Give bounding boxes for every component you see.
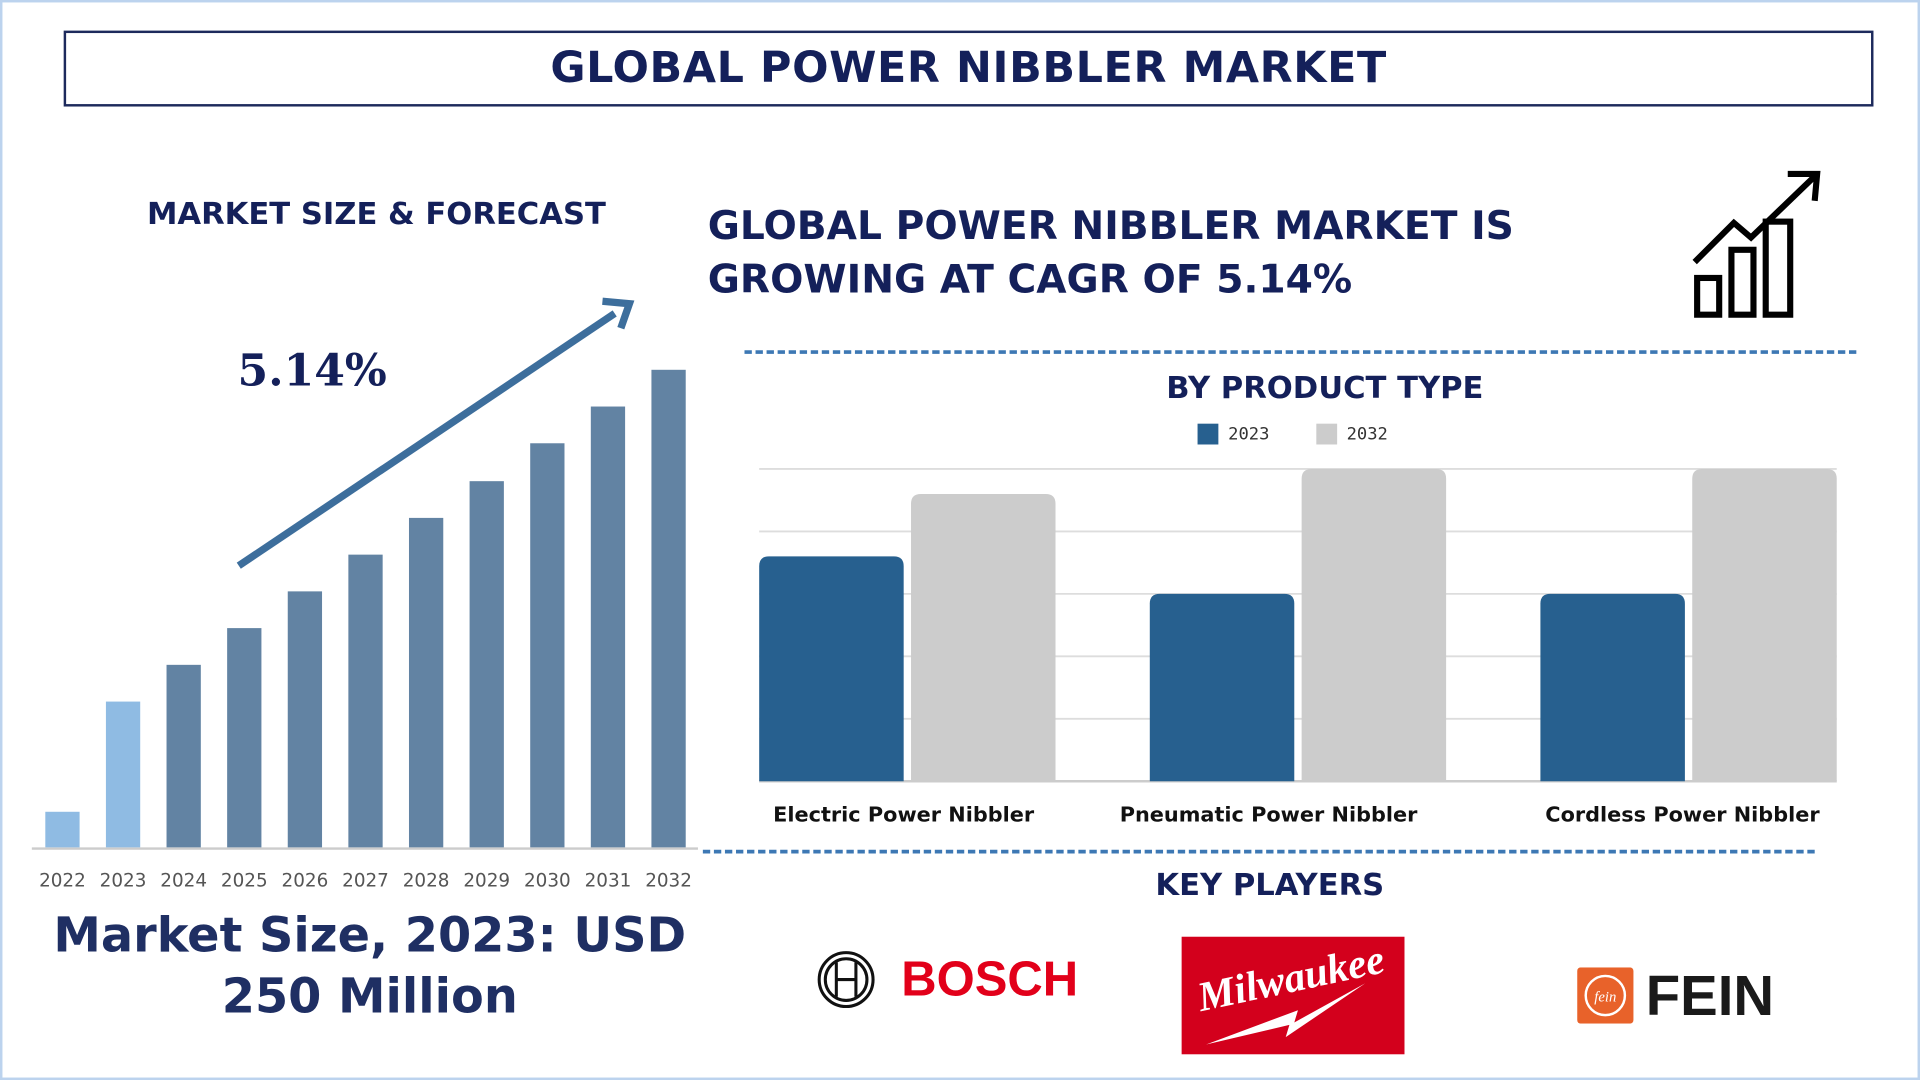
market-size-line1: Market Size, 2023: USD [53, 908, 687, 964]
market-size-heading: MARKET SIZE & FORECAST [146, 195, 606, 232]
legend-label-2032: 2032 [1346, 424, 1388, 444]
cagr-label: 5.14% [237, 345, 387, 397]
milwaukee-logo: Milwaukee [1181, 936, 1405, 1055]
bar-2023-2 [1540, 593, 1685, 782]
bar-2028 [408, 517, 444, 848]
fein-emblem-icon: fein [1577, 967, 1634, 1024]
headline: GLOBAL POWER NIBBLER MARKET IS GROWING A… [708, 198, 1514, 306]
divider-bottom [702, 849, 1815, 854]
legend-swatch-2023 [1197, 423, 1219, 445]
x-tick-2027: 2027 [342, 871, 389, 892]
bosch-wordmark: BOSCH [901, 952, 1079, 1006]
bar-2032-2 [1692, 468, 1837, 782]
x-tick-2022: 2022 [39, 871, 86, 892]
bar-2032-0 [911, 493, 1056, 782]
growth-arrow-line [236, 310, 617, 569]
growth-chart-icon [1692, 170, 1821, 318]
product-chart-title: BY PRODUCT TYPE [1166, 369, 1484, 406]
x-tick-2025: 2025 [221, 871, 268, 892]
bar-2022 [45, 811, 80, 848]
bar-2032 [651, 369, 686, 848]
growth-arrow-head [602, 297, 635, 330]
product-chart-legend: 2023 2032 [1197, 423, 1388, 445]
bar-2030 [530, 443, 565, 848]
headline-line2: GROWING AT CAGR OF 5.14% [707, 255, 1353, 303]
x-tick-2028: 2028 [403, 871, 450, 892]
legend-swatch-2032 [1315, 423, 1337, 445]
x-tick-2030: 2030 [524, 871, 571, 892]
legend-label-2023: 2023 [1228, 424, 1270, 444]
lightning-bolt-icon [1206, 983, 1366, 1045]
bar-2027 [348, 554, 383, 848]
x-tick-2023: 2023 [100, 871, 147, 892]
x-tick-2026: 2026 [282, 871, 329, 892]
category-label-pneumatic: Pneumatic Power Nibbler [1119, 803, 1418, 828]
market-size-line2: 250 Million [221, 969, 518, 1025]
category-label-electric: Electric Power Nibbler [773, 803, 1035, 828]
product-type-chart [759, 468, 1837, 783]
bar-2024 [166, 664, 201, 848]
fein-logo: fein FEIN [1577, 962, 1774, 1028]
bar-2032-1 [1301, 468, 1447, 782]
bosch-armature-icon [817, 951, 875, 1009]
page-title: GLOBAL POWER NIBBLER MARKET [550, 44, 1387, 94]
category-label-cordless: Cordless Power Nibbler [1545, 803, 1820, 828]
bar-2026 [287, 591, 323, 848]
bar-2023-0 [759, 556, 904, 782]
bar-2031 [590, 406, 626, 848]
bar-2023 [105, 701, 141, 848]
market-size-text: Market Size, 2023: USD 250 Million [27, 906, 713, 1028]
x-tick-2032: 2032 [645, 871, 692, 892]
x-tick-2024: 2024 [160, 871, 207, 892]
title-box: GLOBAL POWER NIBBLER MARKET [63, 30, 1874, 107]
fein-wordmark: FEIN [1645, 963, 1775, 1028]
market-forecast-chart: 2022 2023 2024 2025 2026 2027 2028 2029 2030 2031… [31, 297, 698, 892]
bar-2029 [469, 481, 504, 848]
key-players-heading: KEY PLAYERS [1155, 866, 1385, 903]
x-tick-2029: 2029 [463, 871, 510, 892]
headline-line1: GLOBAL POWER NIBBLER MARKET IS [707, 202, 1514, 249]
bosch-logo: BOSCH [816, 948, 1079, 1012]
bar-2023-1 [1149, 593, 1295, 782]
x-tick-2031: 2031 [585, 871, 632, 892]
bar-2025 [227, 628, 262, 848]
divider-top [744, 350, 1857, 354]
svg-text:fein: fein [1594, 990, 1616, 1006]
